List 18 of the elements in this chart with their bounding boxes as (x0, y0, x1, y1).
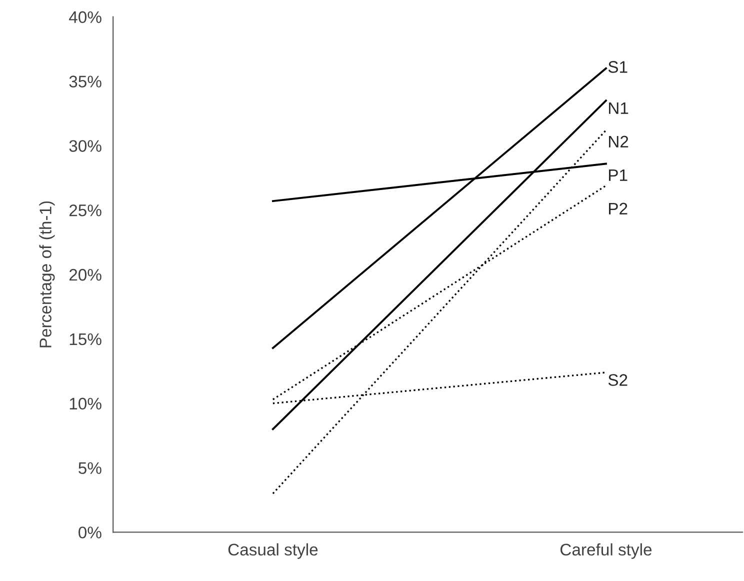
series-label: P1 (609, 169, 628, 181)
y-tick-label: 25% (69, 204, 102, 216)
series-label: N2 (609, 136, 628, 148)
x-tick-label: Casual style (228, 543, 318, 559)
y-tick-label: 35% (69, 76, 102, 88)
series-label: N1 (609, 102, 628, 114)
y-tick-label: 40% (69, 11, 102, 24)
series-label: P2 (609, 202, 628, 214)
y-tick-label: 5% (78, 462, 102, 474)
y-tick-label: 10% (70, 398, 102, 410)
y-tick-label: 0% (78, 526, 102, 538)
series-label: S2 (608, 374, 628, 386)
y-tick-label: 15% (70, 333, 102, 346)
y-axis-title: Percentage of (th-1) (39, 201, 55, 348)
series-label: S1 (608, 61, 628, 73)
y-tick-label: 20% (69, 268, 102, 281)
y-tick-label: 30% (69, 140, 102, 152)
x-tick-label: Careful style (560, 543, 652, 559)
